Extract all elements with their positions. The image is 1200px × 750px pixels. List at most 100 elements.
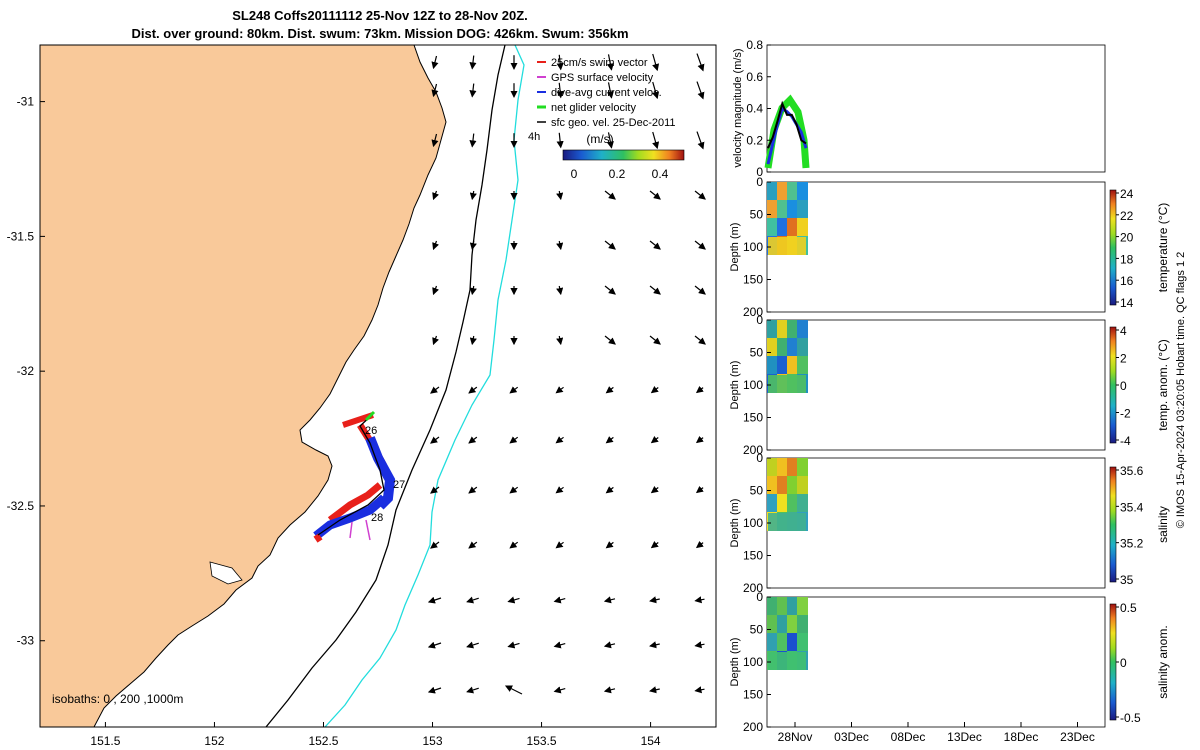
geo-vector-arrow (695, 435, 704, 444)
section-cell (767, 458, 778, 477)
geo-vector-arrow (694, 335, 706, 345)
legend-dive-avg: dive-avg current veloc. (551, 87, 662, 99)
time-tick-label: 18Dec (1004, 730, 1039, 744)
section-data-patch (767, 182, 808, 255)
geo-vector-arrow (556, 190, 564, 201)
section-cell (777, 494, 788, 513)
colorbar-tick-label: 4 (1120, 324, 1127, 338)
geo-vector-arrow (432, 335, 439, 346)
colorbar-tick-label: 18 (1120, 252, 1134, 266)
depth-axes (766, 596, 1106, 728)
geo-vector-arrow (427, 596, 442, 604)
geo-vector-arrow (431, 55, 439, 70)
geo-vector-arrow (507, 641, 520, 649)
depth-ytick-label: 200 (743, 720, 763, 734)
map-ytick-label: -31.5 (7, 229, 35, 243)
day-label-27: 27 (393, 479, 405, 491)
section-cell (797, 356, 808, 375)
time-axis: 28Nov 03Dec 08Dec 13Dec 18Dec 23Dec (778, 722, 1095, 744)
geo-vector-arrow (695, 385, 704, 394)
section-cell (797, 458, 808, 477)
depth-axes (766, 319, 1106, 451)
geo-vector-arrow (556, 54, 564, 71)
geo-vector-arrow (469, 240, 477, 251)
section-cell (797, 633, 808, 652)
map-xtick-label: 153.5 (527, 734, 557, 748)
geo-vector-arrow (556, 335, 564, 346)
geo-vector-arrow (509, 386, 519, 394)
map-colorbar (562, 149, 685, 161)
section-cell (767, 476, 778, 495)
geo-vector-arrow (649, 641, 660, 649)
geo-vector-arrow (652, 81, 660, 100)
geo-vector-arrow (430, 436, 440, 444)
time-tick-label: 03Dec (834, 730, 869, 744)
colorbar-tick-label: 35 (1120, 573, 1134, 587)
geo-vector-arrow (432, 240, 439, 251)
depth-ytick-label: 200 (743, 305, 763, 319)
geo-vector-arrow (466, 686, 479, 694)
geo-vector-arrow (469, 190, 477, 201)
depth-ytick-label: 50 (750, 346, 764, 360)
time-tick-label: 23Dec (1060, 730, 1095, 744)
geo-vector-arrow (696, 53, 705, 72)
velocity-ytick-label: 0.4 (746, 102, 763, 116)
geo-vector-arrow (606, 82, 614, 99)
colorbar-label: temperature (°C) (1156, 203, 1170, 293)
section-cell (797, 218, 808, 237)
section-cell (787, 615, 798, 634)
section-cell (777, 356, 788, 375)
section-cell (777, 597, 788, 616)
section-cell (777, 200, 788, 219)
section-cell (777, 218, 788, 237)
colorbar-tick-label: -0.5 (1120, 711, 1141, 725)
geo-vector-arrow (606, 132, 614, 149)
depth-ytick-label: 50 (750, 484, 764, 498)
geo-vector-arrow (604, 240, 616, 250)
depth-ytick-label: 0 (756, 451, 763, 465)
depth-colorbar (1109, 189, 1117, 306)
isobath-note: isobaths: 0 , 200 ,1000m (52, 692, 183, 706)
depth-ytick-label: 100 (743, 516, 763, 530)
geo-vector-arrow (650, 540, 659, 549)
section-cell (767, 356, 778, 375)
geo-vector-arrow (555, 386, 564, 394)
geostrophic-vectors (427, 53, 706, 695)
depth-ytick-label: 0 (756, 590, 763, 604)
depth-axes (766, 457, 1106, 589)
section-cell (787, 338, 798, 357)
geo-vector-arrow (430, 486, 440, 494)
geo-vector-arrow (604, 190, 616, 200)
geo-vector-arrow (553, 686, 566, 694)
colorbar-label: temp. anom. (°C) (1156, 339, 1170, 431)
geo-vector-arrow (649, 335, 661, 345)
colorbar-tick-label: 0 (1120, 656, 1127, 670)
velocity-ytick-label: 0 (756, 165, 763, 179)
geo-vector-arrow (694, 240, 706, 250)
depth-colorbar (1109, 603, 1117, 721)
section-cell (767, 218, 778, 237)
geo-vector-arrow (504, 685, 523, 695)
section-data-patch (767, 458, 808, 531)
geo-vector-arrow (556, 285, 564, 296)
section-cell (767, 615, 778, 634)
velocity-axes (766, 44, 1106, 173)
depth-ytick-label: 50 (750, 208, 764, 222)
map-xtick-label: 153 (423, 734, 443, 748)
section-cell (767, 633, 778, 652)
depth-ytick-label: 50 (750, 623, 764, 637)
geo-vector-arrow (430, 541, 440, 549)
chart-title-line2: Dist. over ground: 80km. Dist. swum: 73k… (131, 26, 629, 41)
geo-vector-arrow (431, 133, 439, 148)
section-cell (768, 375, 806, 393)
section-cell (767, 320, 778, 339)
section-cell (787, 633, 798, 652)
section-cell (787, 356, 798, 375)
small-bay (209, 561, 243, 585)
time-marker: 4h (528, 131, 540, 143)
section-data-patch (767, 320, 808, 393)
geo-vector-arrow (469, 285, 477, 296)
geo-vector-arrow (605, 436, 614, 444)
section-cell (797, 476, 808, 495)
